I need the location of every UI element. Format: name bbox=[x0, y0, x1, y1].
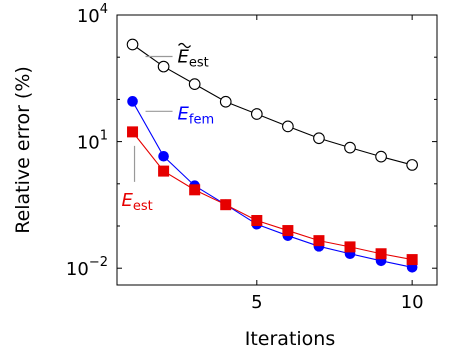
data-point bbox=[220, 199, 232, 211]
annotation-label: Eest bbox=[122, 190, 153, 214]
data-point bbox=[219, 95, 232, 108]
data-point bbox=[127, 126, 139, 138]
data-point bbox=[406, 254, 418, 266]
data-point bbox=[313, 132, 325, 145]
tilde-mark bbox=[178, 42, 192, 49]
axis-ticks: 5 10 10−2 101 104 bbox=[66, 2, 437, 313]
series-line-2 bbox=[132, 131, 413, 261]
data-point bbox=[127, 96, 138, 107]
data-point bbox=[158, 165, 170, 177]
data-point bbox=[375, 248, 387, 260]
data-point bbox=[282, 120, 294, 133]
data-point bbox=[251, 215, 263, 227]
data-point bbox=[126, 38, 139, 51]
data-point bbox=[157, 60, 170, 73]
annotation-label: Eest bbox=[178, 46, 209, 70]
series-line-0 bbox=[132, 44, 413, 166]
x-tick-label: 5 bbox=[251, 292, 262, 313]
y-tick-label: 101 bbox=[77, 129, 108, 154]
plot-marks bbox=[126, 38, 418, 273]
y-axis-title: Relative error (%) bbox=[12, 66, 34, 234]
data-point bbox=[282, 225, 294, 237]
y-tick-label: 10−2 bbox=[66, 255, 108, 280]
data-point bbox=[158, 150, 169, 162]
data-point bbox=[344, 241, 356, 253]
data-point bbox=[250, 108, 263, 120]
series-line-1 bbox=[132, 101, 413, 268]
x-tick-label: 10 bbox=[401, 292, 424, 313]
data-point bbox=[406, 159, 418, 171]
y-tick-label: 104 bbox=[77, 2, 108, 27]
data-point bbox=[188, 78, 201, 90]
plot-frame bbox=[116, 14, 438, 286]
annotation-label: Efem bbox=[178, 103, 215, 127]
series-annotations: Eest Efem Eest bbox=[122, 42, 215, 214]
data-point bbox=[375, 150, 387, 163]
data-point bbox=[344, 141, 356, 154]
data-point bbox=[189, 184, 201, 196]
x-axis-title: Iterations bbox=[245, 328, 336, 350]
data-point bbox=[313, 235, 325, 247]
